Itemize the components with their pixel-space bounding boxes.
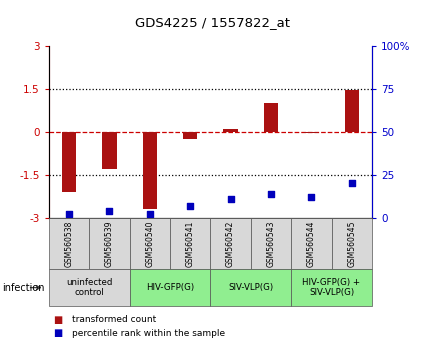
Bar [224, 129, 238, 132]
Bar [183, 132, 197, 139]
Point [187, 203, 193, 209]
Bar [345, 90, 359, 132]
Point [308, 194, 314, 200]
Point [65, 211, 72, 217]
Text: GDS4225 / 1557822_at: GDS4225 / 1557822_at [135, 17, 290, 29]
Bar [102, 132, 116, 169]
Text: infection: infection [2, 282, 45, 293]
Text: ■: ■ [53, 328, 62, 338]
Point [146, 211, 153, 217]
Text: GSM560545: GSM560545 [347, 220, 356, 267]
Text: SIV-VLP(G): SIV-VLP(G) [228, 283, 273, 292]
Point [348, 181, 355, 186]
Text: GSM560538: GSM560538 [65, 220, 74, 267]
Point [227, 196, 234, 202]
Bar [62, 132, 76, 192]
Bar [264, 103, 278, 132]
Text: uninfected
control: uninfected control [66, 278, 113, 297]
Text: GSM560544: GSM560544 [307, 220, 316, 267]
Bar [143, 132, 157, 209]
Bar [304, 132, 318, 133]
Text: GSM560543: GSM560543 [266, 220, 275, 267]
Text: transformed count: transformed count [72, 315, 156, 324]
Text: GSM560541: GSM560541 [186, 220, 195, 267]
Text: percentile rank within the sample: percentile rank within the sample [72, 329, 225, 338]
Point [267, 191, 274, 196]
Text: GSM560542: GSM560542 [226, 220, 235, 267]
Text: GSM560539: GSM560539 [105, 220, 114, 267]
Text: HIV-GFP(G) +
SIV-VLP(G): HIV-GFP(G) + SIV-VLP(G) [303, 278, 360, 297]
Text: HIV-GFP(G): HIV-GFP(G) [146, 283, 194, 292]
Text: ■: ■ [53, 315, 62, 325]
Text: GSM560540: GSM560540 [145, 220, 154, 267]
Point [106, 208, 113, 214]
